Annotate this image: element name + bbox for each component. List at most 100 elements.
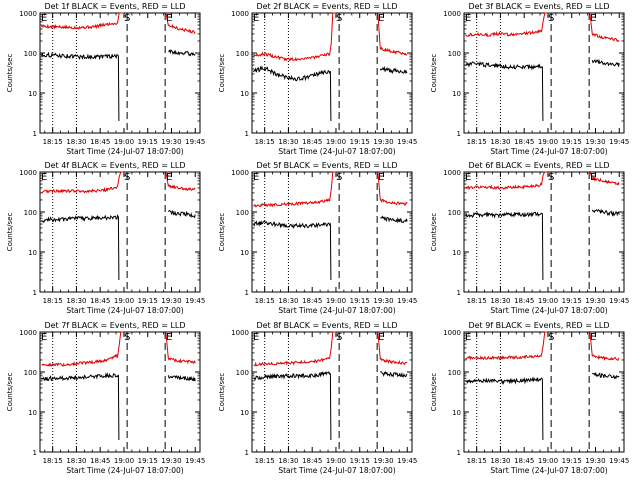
detector-panel: Det 8f BLACK = Events, RED = LLD Counts/s…	[218, 321, 417, 475]
y-tick-label: 1000	[231, 10, 249, 18]
y-axis-label: Counts/sec	[430, 213, 438, 252]
series-line-post	[165, 12, 196, 35]
plot-frame	[39, 171, 201, 293]
x-tick-label: 18:15	[255, 138, 275, 146]
panel-start-letter: E	[465, 13, 471, 24]
x-tick-label: 19:30	[161, 138, 181, 146]
x-tick-label: 19:30	[161, 297, 181, 305]
y-tick-label: 1000	[231, 329, 249, 337]
detector-panel: Det 6f BLACK = Events, RED = LLD Counts/s…	[430, 161, 629, 315]
series-line-pre	[41, 12, 124, 30]
x-axis-label: Start Time (24-Jul-07 18:07:00)	[490, 147, 607, 156]
series-line-pre	[41, 372, 120, 441]
end-marker-label: E	[378, 13, 384, 24]
x-tick-label: 19:45	[397, 297, 417, 305]
series-line-pre	[465, 60, 544, 122]
x-axis-label: Start Time (24-Jul-07 18:07:00)	[66, 147, 183, 156]
end-marker-label: E	[590, 172, 596, 183]
x-tick-label: 19:00	[326, 457, 346, 465]
detector-panel: Det 5f BLACK = Events, RED = LLD Counts/s…	[218, 161, 417, 315]
x-tick-label: 18:45	[514, 297, 534, 305]
x-tick-label: 19:00	[114, 138, 134, 146]
y-tick-label: 10	[452, 409, 461, 417]
plot-frame	[463, 12, 625, 134]
x-tick-label: 19:15	[138, 297, 158, 305]
series-line-post	[165, 331, 196, 365]
start-marker-label: S	[548, 172, 554, 183]
y-tick-label: 10	[240, 90, 249, 98]
y-axis-label: Counts/sec	[218, 213, 226, 252]
series-line-post	[589, 12, 620, 43]
panel-title: Det 5f BLACK = Events, RED = LLD	[256, 161, 397, 170]
y-tick-label: 1	[33, 289, 37, 297]
y-tick-label: 1	[33, 130, 37, 138]
y-tick-label: 10	[452, 90, 461, 98]
y-tick-label: 100	[236, 369, 249, 377]
series-line-pre	[253, 219, 332, 281]
start-marker-label: S	[124, 332, 130, 343]
x-tick-label: 19:30	[585, 457, 605, 465]
y-tick-label: 1000	[19, 169, 37, 177]
start-marker-label: S	[124, 172, 130, 183]
series-line-post	[591, 58, 620, 67]
x-tick-label: 18:15	[43, 457, 63, 465]
series-line-pre	[253, 331, 336, 367]
series-line-post	[167, 209, 196, 219]
y-tick-label: 1	[245, 289, 249, 297]
series-line-pre	[465, 331, 548, 361]
x-tick-label: 18:15	[467, 297, 487, 305]
x-tick-label: 19:15	[350, 457, 370, 465]
start-marker-label: S	[336, 172, 342, 183]
series-line-post	[589, 171, 620, 186]
y-tick-label: 1	[245, 449, 249, 457]
x-tick-label: 19:00	[538, 457, 558, 465]
x-tick-label: 18:45	[514, 138, 534, 146]
y-tick-label: 1000	[19, 10, 37, 18]
y-tick-label: 1	[33, 449, 37, 457]
y-axis-label: Counts/sec	[6, 54, 14, 93]
y-tick-label: 1000	[443, 10, 461, 18]
x-tick-label: 18:15	[467, 138, 487, 146]
x-tick-label: 19:45	[185, 297, 205, 305]
y-axis-label: Counts/sec	[6, 213, 14, 252]
end-marker-label: E	[378, 172, 384, 183]
x-tick-label: 18:15	[43, 297, 63, 305]
panel-title: Det 3f BLACK = Events, RED = LLD	[468, 2, 609, 11]
y-axis-label: Counts/sec	[430, 54, 438, 93]
x-axis-label: Start Time (24-Jul-07 18:07:00)	[278, 147, 395, 156]
x-tick-label: 18:30	[66, 297, 86, 305]
x-tick-label: 19:15	[562, 297, 582, 305]
series-line-post	[377, 171, 408, 206]
y-tick-label: 1	[457, 449, 461, 457]
y-tick-label: 100	[236, 50, 249, 58]
y-tick-label: 100	[24, 369, 37, 377]
series-line-pre	[41, 51, 120, 122]
panel-title: Det 4f BLACK = Events, RED = LLD	[44, 161, 185, 170]
x-tick-label: 18:45	[302, 138, 322, 146]
x-tick-label: 19:00	[538, 297, 558, 305]
x-axis-label: Start Time (24-Jul-07 18:07:00)	[278, 466, 395, 475]
x-tick-label: 18:30	[490, 457, 510, 465]
panel-title: Det 7f BLACK = Events, RED = LLD	[44, 321, 185, 330]
series-line-post	[379, 65, 408, 75]
end-marker-label: E	[166, 13, 172, 24]
panel-start-letter: E	[253, 172, 259, 183]
y-axis-label: Counts/sec	[6, 373, 14, 412]
start-marker-label: S	[336, 13, 342, 24]
end-marker-label: E	[590, 332, 596, 343]
series-line-post	[591, 371, 620, 380]
detector-panel: Det 3f BLACK = Events, RED = LLD Counts/s…	[430, 2, 629, 156]
x-axis-label: Start Time (24-Jul-07 18:07:00)	[66, 466, 183, 475]
y-tick-label: 1	[457, 289, 461, 297]
x-tick-label: 18:45	[90, 297, 110, 305]
x-tick-label: 19:15	[138, 138, 158, 146]
panel-start-letter: E	[253, 332, 259, 343]
y-tick-label: 100	[24, 209, 37, 217]
detector-panel: Det 2f BLACK = Events, RED = LLD Counts/s…	[218, 2, 417, 156]
y-tick-label: 1000	[443, 329, 461, 337]
series-line-post	[168, 49, 196, 57]
y-tick-label: 100	[448, 369, 461, 377]
panel-title: Det 2f BLACK = Events, RED = LLD	[256, 2, 397, 11]
detector-panel: Det 9f BLACK = Events, RED = LLD Counts/s…	[430, 321, 629, 475]
start-marker-label: S	[548, 332, 554, 343]
